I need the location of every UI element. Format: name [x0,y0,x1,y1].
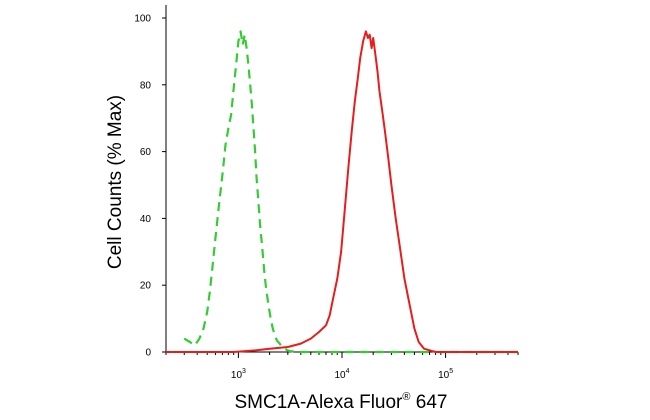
x-axis-title-registered-mark: ® [402,391,410,403]
y-axis-title: Cell Counts (% Max) [105,95,126,269]
x-axis-ticks: 103 104 105 [165,352,519,381]
x-tick-label: 105 [438,368,453,381]
y-tick-label: 100 [134,14,151,25]
y-tick-label: 20 [140,281,152,292]
y-tick-label: 80 [140,80,152,91]
histogram-series-dashed [183,30,518,354]
x-axis-title: SMC1A-Alexa Fluor® 647 [235,391,448,413]
y-tick-label: 60 [140,147,152,158]
x-tick-label: 104 [334,368,349,381]
x-axis-title-suffix: 647 [411,392,448,413]
x-tick-label: 103 [231,368,246,381]
series-layer [166,30,518,354]
y-tick-label: 0 [145,348,151,359]
histogram-series-solid [166,30,518,353]
x-axis-title-main: SMC1A-Alexa Fluor [235,392,404,413]
y-tick-label: 40 [140,214,152,225]
y-axis-ticks: 0 20 40 60 80 100 [134,14,166,359]
